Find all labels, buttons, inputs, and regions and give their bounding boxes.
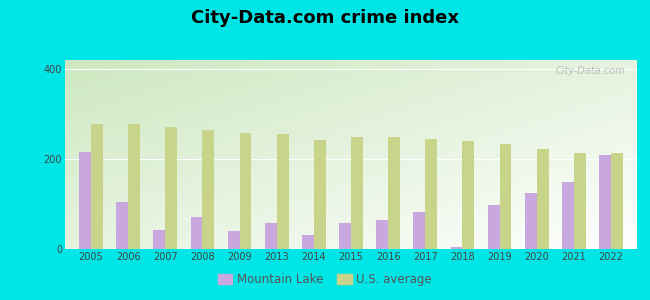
Bar	[227, 231, 240, 249]
Bar	[116, 202, 128, 249]
Text: City-Data.com crime index: City-Data.com crime index	[191, 9, 459, 27]
Bar	[265, 223, 277, 249]
Legend: Mountain Lake, U.S. average: Mountain Lake, U.S. average	[213, 269, 437, 291]
Bar	[240, 133, 252, 249]
Bar	[79, 152, 91, 249]
Bar	[128, 124, 140, 249]
Bar	[302, 235, 314, 249]
Bar	[611, 153, 623, 249]
Bar	[599, 154, 611, 249]
Bar	[91, 124, 103, 249]
Bar	[488, 205, 500, 249]
Bar	[537, 148, 549, 249]
Bar	[525, 193, 537, 249]
Bar	[462, 141, 474, 249]
Bar	[574, 153, 586, 249]
Bar	[388, 136, 400, 249]
Bar	[165, 127, 177, 249]
Bar	[413, 212, 425, 249]
Bar	[562, 182, 574, 249]
Bar	[190, 217, 202, 249]
Bar	[277, 134, 289, 249]
Text: City-Data.com: City-Data.com	[556, 66, 625, 76]
Bar	[376, 220, 388, 249]
Bar	[153, 230, 165, 249]
Bar	[500, 144, 512, 249]
Bar	[202, 130, 215, 249]
Bar	[425, 139, 437, 249]
Bar	[314, 140, 326, 249]
Bar	[339, 223, 351, 249]
Bar	[450, 247, 462, 249]
Bar	[351, 137, 363, 249]
